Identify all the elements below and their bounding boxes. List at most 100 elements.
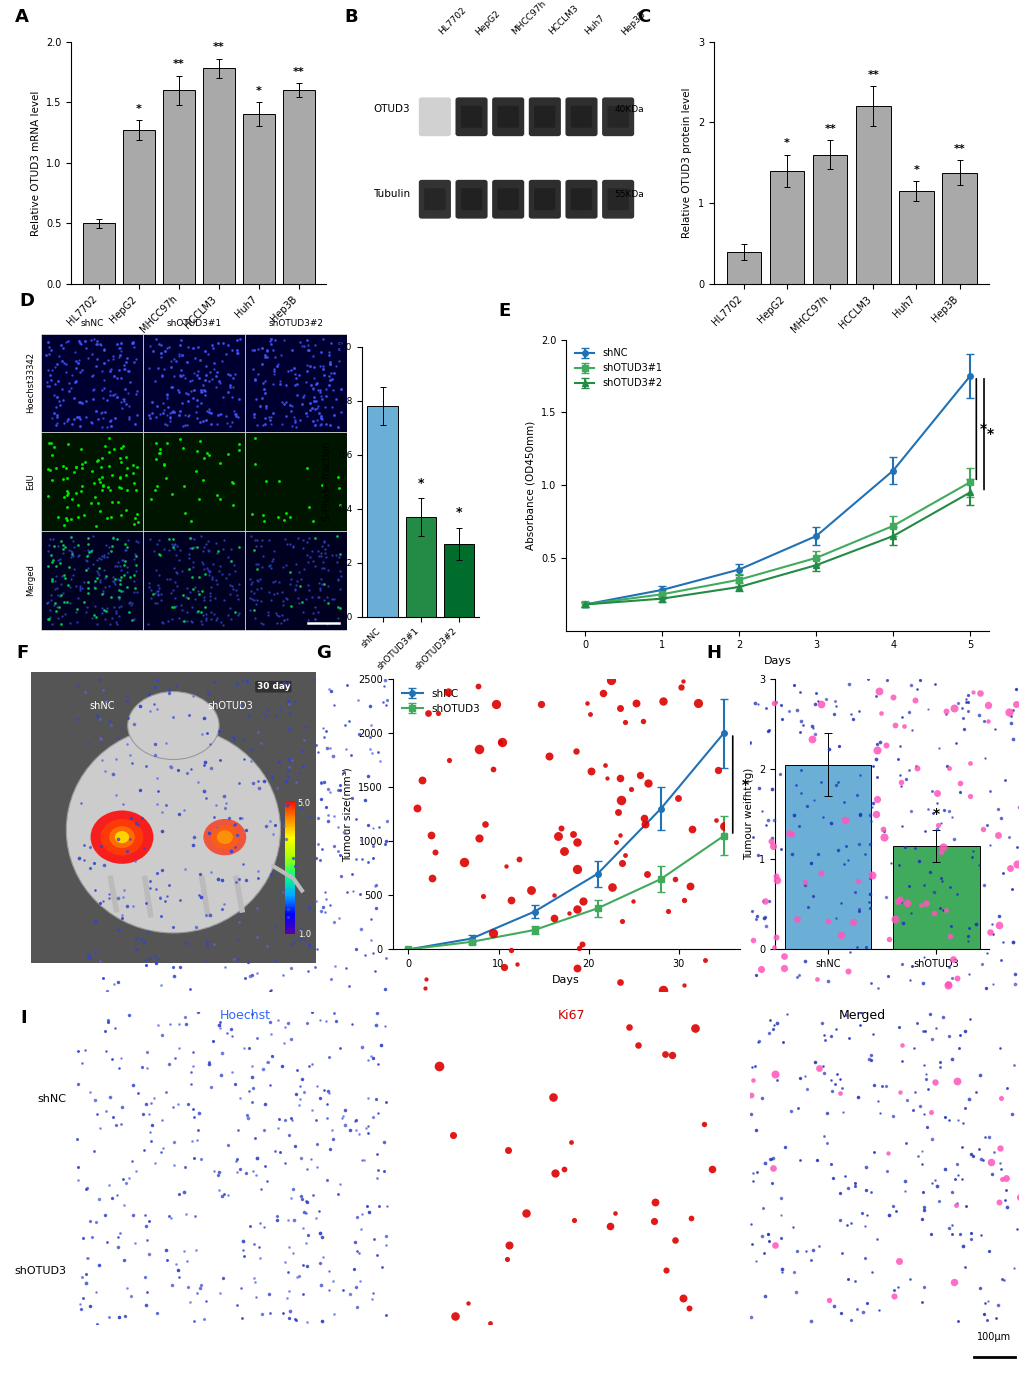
Circle shape — [115, 832, 129, 843]
Bar — [41, 432, 143, 531]
Text: *: * — [784, 139, 789, 148]
Bar — [284, 900, 294, 902]
Y-axis label: S-Phase fraction: S-Phase fraction — [322, 442, 332, 521]
Bar — [284, 898, 294, 900]
Bar — [284, 865, 294, 868]
Y-axis label: Tumour weifht (g): Tumour weifht (g) — [743, 768, 753, 861]
Bar — [284, 829, 294, 832]
Text: *: * — [978, 423, 985, 437]
Text: Merged: Merged — [25, 564, 35, 596]
Text: Tubulin: Tubulin — [373, 190, 410, 200]
Bar — [245, 432, 346, 531]
FancyBboxPatch shape — [528, 180, 560, 219]
FancyBboxPatch shape — [497, 105, 519, 128]
Bar — [143, 531, 245, 629]
Text: C: C — [636, 8, 649, 26]
Text: shOTUD3#1: shOTUD3#1 — [166, 319, 221, 327]
Bar — [284, 859, 294, 862]
Text: Hep3B: Hep3B — [620, 10, 647, 36]
Bar — [143, 334, 245, 432]
Bar — [284, 818, 294, 819]
Bar — [284, 919, 294, 920]
Bar — [284, 807, 294, 808]
Bar — [284, 868, 294, 869]
Bar — [284, 894, 294, 895]
Bar — [284, 913, 294, 915]
Text: Merged: Merged — [838, 1009, 884, 1021]
FancyBboxPatch shape — [497, 188, 519, 211]
FancyBboxPatch shape — [607, 105, 628, 128]
FancyBboxPatch shape — [571, 188, 592, 211]
Bar — [41, 334, 143, 432]
Text: I: I — [20, 1009, 26, 1027]
Bar — [284, 915, 294, 918]
Text: H: H — [706, 643, 721, 661]
Bar — [243, 114, 274, 284]
Text: HL7702: HL7702 — [436, 6, 468, 36]
Bar — [284, 869, 294, 872]
Bar — [284, 929, 294, 930]
X-axis label: Days: Days — [763, 656, 791, 665]
Text: D: D — [19, 291, 35, 309]
Bar — [284, 808, 294, 811]
Text: Ki67: Ki67 — [557, 1009, 584, 1021]
Circle shape — [101, 819, 144, 855]
Text: *: * — [913, 165, 918, 175]
Text: **: ** — [823, 123, 836, 133]
Bar — [123, 130, 155, 284]
Text: shOTUD3: shOTUD3 — [208, 700, 253, 711]
Bar — [284, 812, 294, 814]
Bar — [284, 816, 294, 818]
Text: shOTUD3#2: shOTUD3#2 — [268, 319, 323, 327]
Text: E: E — [498, 302, 511, 320]
Text: Hoechst33342: Hoechst33342 — [25, 352, 35, 413]
Text: *: * — [986, 427, 994, 441]
Bar — [284, 863, 294, 865]
Bar — [284, 832, 294, 833]
Bar — [284, 834, 294, 837]
Bar — [284, 811, 294, 812]
Bar — [284, 862, 294, 863]
Ellipse shape — [127, 692, 219, 760]
Bar — [284, 888, 294, 890]
Text: **: ** — [173, 60, 184, 69]
Y-axis label: Relative OTUD3 protein level: Relative OTUD3 protein level — [682, 87, 692, 238]
FancyBboxPatch shape — [534, 188, 555, 211]
Bar — [284, 877, 294, 879]
Bar — [284, 822, 294, 823]
Bar — [284, 908, 294, 909]
Text: **: ** — [213, 43, 224, 53]
Bar — [203, 68, 234, 284]
Bar — [284, 875, 294, 877]
Bar — [284, 814, 294, 816]
Bar — [284, 873, 294, 875]
Text: *: * — [256, 86, 262, 96]
Bar — [282, 90, 315, 284]
Bar — [942, 173, 976, 284]
Bar — [284, 930, 294, 933]
Bar — [284, 827, 294, 829]
Bar — [284, 879, 294, 881]
Bar — [284, 911, 294, 913]
Bar — [406, 517, 435, 617]
Text: MHCC97h: MHCC97h — [510, 0, 547, 36]
Bar — [812, 155, 847, 284]
Bar — [899, 191, 932, 284]
Text: 1.0: 1.0 — [298, 930, 311, 938]
Ellipse shape — [66, 726, 280, 933]
Bar — [855, 107, 890, 284]
Circle shape — [217, 830, 232, 844]
Bar — [284, 872, 294, 873]
Bar — [284, 839, 294, 841]
Text: Hoechst: Hoechst — [219, 1009, 270, 1021]
Legend: shNC, shOTUD3: shNC, shOTUD3 — [397, 685, 484, 718]
Bar — [83, 223, 115, 284]
Text: 5.0: 5.0 — [298, 798, 311, 808]
Bar — [284, 854, 294, 857]
FancyBboxPatch shape — [461, 105, 482, 128]
Text: 40KDa: 40KDa — [614, 105, 644, 114]
Circle shape — [210, 825, 238, 850]
Bar — [769, 170, 803, 284]
Bar — [284, 880, 294, 883]
Bar — [284, 926, 294, 929]
